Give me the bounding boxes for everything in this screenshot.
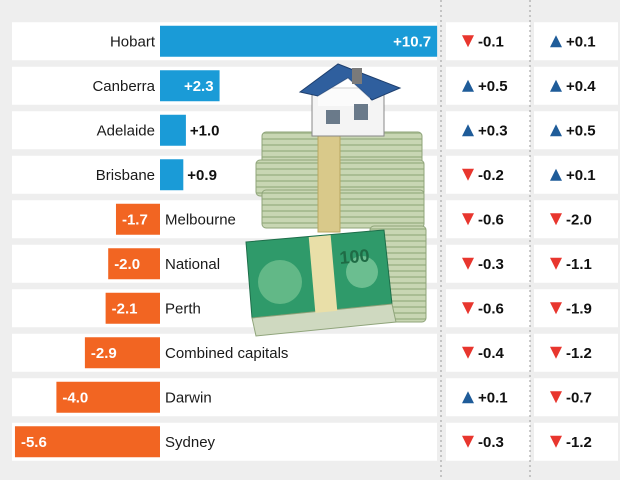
category-label: Canberra (92, 78, 155, 95)
down-arrow-icon (462, 257, 474, 270)
change-value: +0.1 (566, 167, 596, 184)
category-label: Darwin (165, 389, 212, 406)
change-value: +0.1 (478, 389, 508, 406)
category-label: Combined capitals (165, 345, 288, 362)
value-label: -2.0 (114, 256, 140, 273)
value-label: -4.0 (62, 389, 88, 406)
category-label: Sydney (165, 434, 216, 451)
bar (160, 70, 220, 102)
banknote-bundle: 100 (245, 229, 397, 337)
down-arrow-icon (550, 391, 562, 404)
change-value: -0.3 (478, 434, 504, 451)
up-arrow-icon (462, 391, 474, 404)
up-arrow-icon (550, 168, 562, 181)
change-value: -2.0 (566, 211, 592, 228)
category-label: Adelaide (97, 122, 155, 139)
change-cell-1 (446, 155, 530, 194)
change-value: +0.4 (566, 78, 596, 95)
change-cell-2 (534, 333, 618, 372)
value-label: -2.1 (112, 300, 138, 317)
change-value: -0.6 (478, 300, 504, 317)
change-value: -1.9 (566, 300, 592, 317)
category-label: Perth (165, 300, 201, 317)
change-value: -1.2 (566, 434, 592, 451)
money-stack: 100 (245, 131, 427, 337)
value-label: -5.6 (21, 434, 47, 451)
value-label: +2.3 (184, 78, 214, 95)
change-value: -1.2 (566, 345, 592, 362)
up-arrow-icon (462, 79, 474, 92)
value-label: +0.9 (187, 167, 217, 184)
up-arrow-icon (550, 124, 562, 137)
change-cell-1 (446, 333, 530, 372)
category-label: Brisbane (96, 167, 155, 184)
change-cell-2 (534, 244, 618, 283)
change-value: +0.5 (566, 122, 596, 139)
row-panel (12, 333, 437, 372)
up-arrow-icon (550, 35, 562, 48)
change-cell-1 (446, 289, 530, 328)
down-arrow-icon (550, 435, 562, 448)
category-label: National (165, 256, 220, 273)
category-label: Hobart (110, 33, 156, 50)
down-arrow-icon (550, 257, 562, 270)
down-arrow-icon (550, 302, 562, 315)
down-arrow-icon (462, 346, 474, 359)
change-cell-2 (534, 289, 618, 328)
category-label: Melbourne (165, 211, 236, 228)
change-value: -0.4 (478, 345, 505, 362)
down-arrow-icon (462, 168, 474, 181)
value-label: +10.7 (393, 33, 431, 50)
down-arrow-icon (462, 435, 474, 448)
down-arrow-icon (550, 213, 562, 226)
bar (160, 114, 186, 146)
change-cell-2 (534, 155, 618, 194)
money-house-illustration: 100 (245, 63, 427, 337)
change-cell-1 (446, 200, 530, 239)
down-arrow-icon (550, 346, 562, 359)
bar (160, 159, 184, 191)
change-value: -0.2 (478, 167, 504, 184)
value-label: -1.7 (122, 211, 148, 228)
change-cell-2 (534, 378, 618, 417)
change-cell-1 (446, 66, 530, 105)
bar (84, 337, 160, 369)
svg-text:100: 100 (339, 245, 371, 268)
change-value: -0.6 (478, 211, 504, 228)
change-value: -0.7 (566, 389, 592, 406)
change-value: +0.3 (478, 122, 508, 139)
house-icon (298, 63, 402, 137)
down-arrow-icon (462, 35, 474, 48)
down-arrow-icon (462, 213, 474, 226)
change-cell-1 (446, 422, 530, 461)
change-value: -0.1 (478, 33, 504, 50)
bar (14, 426, 160, 458)
change-value: -1.1 (566, 256, 592, 273)
up-arrow-icon (550, 79, 562, 92)
value-label: -2.9 (91, 345, 117, 362)
bar (160, 25, 438, 57)
change-cell-1 (446, 22, 530, 61)
change-value: +0.1 (566, 33, 596, 50)
change-cell-2 (534, 111, 618, 150)
bar (105, 292, 160, 324)
bar (56, 381, 160, 413)
change-cell-1 (446, 244, 530, 283)
down-arrow-icon (462, 302, 474, 315)
bar (108, 248, 160, 280)
bar (115, 203, 160, 235)
change-cell-1 (446, 378, 530, 417)
change-cell-2 (534, 200, 618, 239)
change-cell-2 (534, 66, 618, 105)
change-value: +0.5 (478, 78, 508, 95)
change-cell-2 (534, 22, 618, 61)
change-cell-1 (446, 111, 530, 150)
change-value: -0.3 (478, 256, 504, 273)
change-cell-2 (534, 422, 618, 461)
up-arrow-icon (462, 124, 474, 137)
value-label: +1.0 (190, 122, 220, 139)
